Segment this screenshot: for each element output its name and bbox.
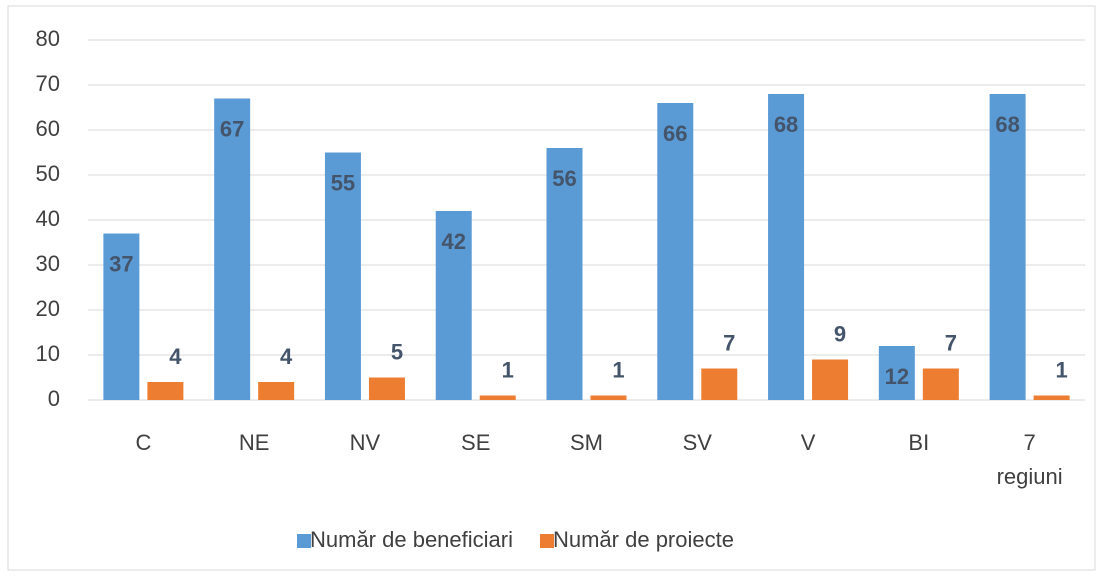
x-tick-label: NE <box>239 430 270 455</box>
legend-label: Număr de proiecte <box>553 527 734 552</box>
y-tick-label: 80 <box>36 26 60 51</box>
y-tick-label: 50 <box>36 161 60 186</box>
y-tick-label: 60 <box>36 116 60 141</box>
bar <box>103 233 140 400</box>
data-label: 68 <box>995 112 1019 137</box>
y-tick-label: 20 <box>36 296 60 321</box>
bar <box>590 395 627 400</box>
data-label: 4 <box>169 344 182 369</box>
bar <box>214 98 251 400</box>
legend-swatch <box>539 534 554 548</box>
y-tick-label: 40 <box>36 206 60 231</box>
y-tick-label: 0 <box>48 386 60 411</box>
x-tick-label: SE <box>461 430 490 455</box>
bar <box>435 211 472 400</box>
bar <box>147 382 184 400</box>
data-label: 9 <box>834 321 846 346</box>
bar <box>657 103 694 400</box>
bar <box>989 94 1026 400</box>
data-label: 56 <box>552 166 576 191</box>
bar <box>1033 395 1070 400</box>
bar <box>701 368 738 400</box>
bar <box>812 359 849 400</box>
data-label: 4 <box>280 344 293 369</box>
x-tick-label: 7 regiuni <box>997 430 1063 489</box>
legend-label: Număr de beneficiari <box>310 527 513 552</box>
x-tick-label: V <box>801 430 816 455</box>
bar <box>368 377 405 400</box>
x-tick-label: SV <box>683 430 713 455</box>
bar <box>324 152 361 400</box>
bar <box>546 148 583 400</box>
x-tick-label: SM <box>570 430 603 455</box>
bar <box>479 395 516 400</box>
data-label: 12 <box>885 364 909 389</box>
data-label: 1 <box>612 357 624 382</box>
data-label: 7 <box>723 330 735 355</box>
x-tick-label: BI <box>908 430 929 455</box>
legend-swatch <box>297 534 311 548</box>
data-label: 7 <box>945 330 957 355</box>
data-label: 68 <box>774 112 798 137</box>
data-label: 37 <box>109 251 133 276</box>
bar <box>258 382 295 400</box>
x-tick-label: C <box>135 430 151 455</box>
data-label: 55 <box>331 170 355 195</box>
bar <box>922 368 959 400</box>
bar <box>878 346 915 400</box>
data-label: 1 <box>1055 357 1067 382</box>
x-tick-label: NV <box>350 430 381 455</box>
y-tick-label: 30 <box>36 251 60 276</box>
data-label: 5 <box>391 339 403 364</box>
y-tick-label: 10 <box>36 341 60 366</box>
data-label: 66 <box>663 121 687 146</box>
data-label: 1 <box>502 357 514 382</box>
data-label: 42 <box>441 229 465 254</box>
data-label: 67 <box>220 116 244 141</box>
y-tick-label: 70 <box>36 71 60 96</box>
bar <box>768 94 805 400</box>
